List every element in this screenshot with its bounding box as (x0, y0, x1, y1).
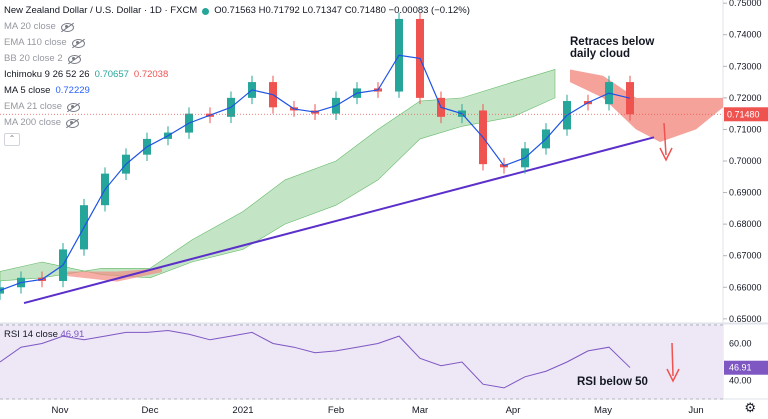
ma5-line (0, 54, 631, 291)
down-arrow-price (659, 122, 673, 162)
x-tick-label: Jun (688, 405, 703, 416)
market-status-icon (202, 7, 210, 15)
y-tick-label: 0.75000 (729, 0, 762, 8)
x-tick-label: 2021 (232, 405, 253, 416)
ohlc-values: O0.71563 H0.71792 L0.71347 C0.71480 −0.0… (214, 5, 470, 16)
rsi-tick-label: 40.00 (729, 376, 752, 386)
rsi-value: 46.91 (60, 329, 85, 340)
down-arrow-rsi (666, 342, 680, 383)
indicator-ma5[interactable]: MA 5 close 0.72229 (4, 85, 90, 96)
indicator-ma200[interactable]: MA 200 close (4, 115, 470, 131)
annotation-cloud: Retraces below daily cloud (570, 36, 655, 60)
chevron-up-icon[interactable]: ⌃ (4, 133, 20, 146)
last-price-tag (724, 107, 768, 122)
y-tick-label: 0.73000 (729, 61, 762, 71)
eye-off-icon[interactable] (60, 22, 74, 32)
ichimoku-cloud-bullish (0, 69, 556, 282)
ichimoku-cloud-bearish (60, 268, 162, 282)
x-tick-label: Mar (412, 405, 428, 416)
x-tick-label: Apr (506, 405, 521, 416)
rsi-value-label: 46.91 (729, 363, 752, 373)
x-tick-label: Dec (142, 405, 159, 416)
x-tick-label: Nov (52, 405, 69, 416)
rsi-tick-label: 60.00 (729, 339, 752, 349)
indicator-ichimoku[interactable]: Ichimoku 9 26 52 26 0.70657 0.72038 (4, 69, 169, 80)
indicator-ema21[interactable]: EMA 21 close (4, 99, 470, 115)
rsi-legend: RSI 14 close 46.91 (4, 329, 84, 340)
gear-icon[interactable]: ⚙ (744, 400, 756, 415)
support-trendline (23, 136, 655, 305)
indicator-ma20[interactable]: MA 20 close (4, 19, 470, 35)
y-tick-label: 0.72000 (729, 93, 762, 103)
y-tick-label: 0.68000 (729, 219, 762, 229)
y-tick-label: 0.69000 (729, 188, 762, 198)
last-price-label: 0.71480 (727, 109, 760, 119)
y-tick-label: 0.67000 (729, 251, 762, 261)
eye-off-icon[interactable] (67, 102, 81, 112)
ichimoku-cloud-bearish (570, 69, 723, 143)
y-tick-label: 0.65000 (729, 314, 762, 324)
eye-off-icon[interactable] (66, 118, 80, 128)
header-row: New Zealand Dollar / U.S. Dollar · 1D · … (4, 3, 470, 19)
x-tick-label: May (594, 405, 612, 416)
y-tick-label: 0.71000 (729, 124, 762, 134)
indicator-ema110[interactable]: EMA 110 close (4, 35, 470, 51)
indicator-bb[interactable]: BB 20 close 2 (4, 51, 470, 67)
eye-off-icon[interactable] (71, 38, 85, 48)
candle-body (0, 287, 4, 294)
symbol-title[interactable]: New Zealand Dollar / U.S. Dollar · 1D · … (4, 5, 198, 16)
y-tick-label: 0.74000 (729, 30, 762, 40)
rsi-label: RSI 14 close (4, 329, 58, 340)
rsi-band (0, 325, 723, 399)
legend: New Zealand Dollar / U.S. Dollar · 1D · … (4, 3, 470, 146)
eye-off-icon[interactable] (67, 54, 81, 64)
y-tick-label: 0.70000 (729, 156, 762, 166)
annotation-rsi: RSI below 50 (577, 376, 648, 388)
rsi-value-tag (724, 360, 768, 375)
x-tick-label: Feb (328, 405, 344, 416)
y-tick-label: 0.66000 (729, 282, 762, 292)
rsi-line (0, 330, 631, 389)
